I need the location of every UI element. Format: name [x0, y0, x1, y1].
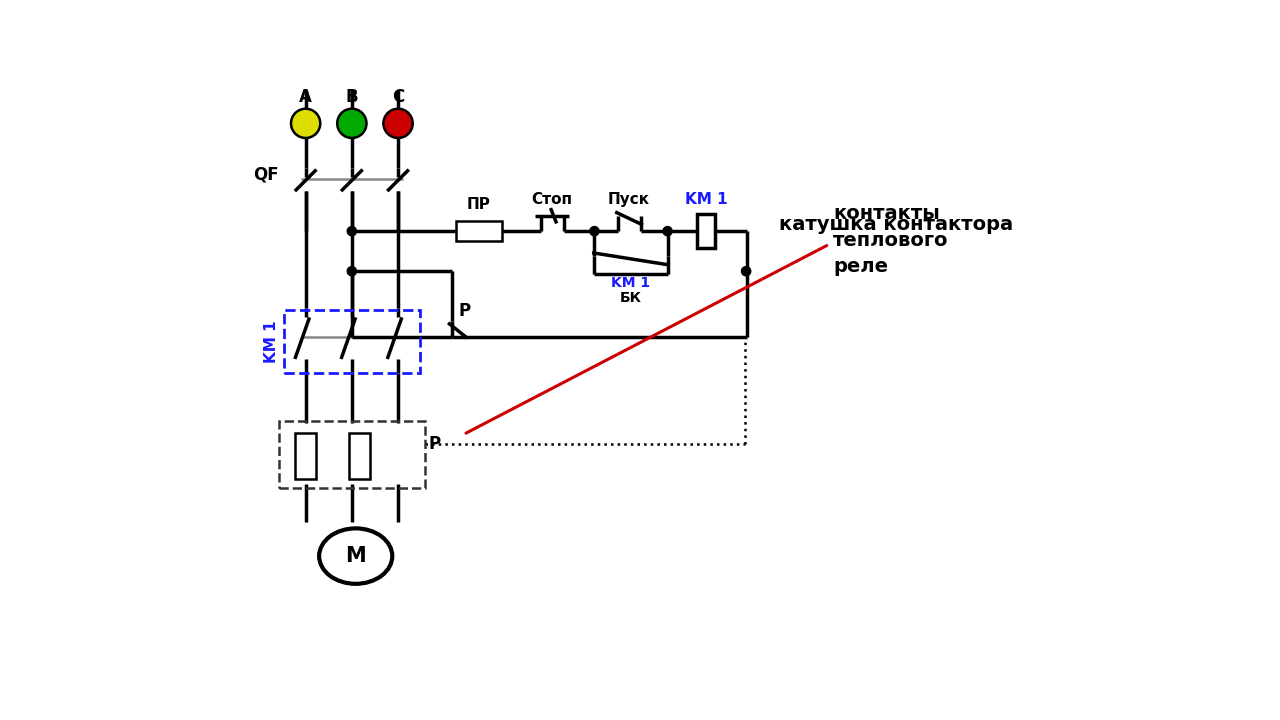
Bar: [294, 433, 316, 479]
Text: QF: QF: [253, 165, 279, 183]
Text: A: A: [300, 88, 312, 106]
Circle shape: [291, 109, 320, 138]
Text: Стоп: Стоп: [531, 192, 572, 207]
Text: ПР: ПР: [467, 197, 490, 212]
Text: контакты
теплового
реле: контакты теплового реле: [833, 204, 948, 276]
Text: C: C: [392, 88, 404, 106]
Ellipse shape: [319, 528, 392, 584]
Circle shape: [337, 109, 366, 138]
Text: катушка контактора: катушка контактора: [780, 215, 1014, 235]
Circle shape: [384, 109, 412, 138]
Bar: [696, 215, 716, 248]
Circle shape: [347, 227, 356, 235]
Text: KM 1: KM 1: [612, 276, 650, 290]
Text: БК: БК: [620, 291, 643, 305]
Text: Пуск: Пуск: [608, 192, 650, 207]
Circle shape: [590, 227, 599, 235]
Circle shape: [347, 266, 356, 276]
Bar: [348, 433, 370, 479]
Text: P: P: [429, 435, 442, 453]
Circle shape: [663, 227, 672, 235]
Bar: [456, 221, 502, 241]
Text: B: B: [346, 88, 358, 106]
Text: P: P: [458, 302, 470, 320]
Text: KM 1: KM 1: [685, 192, 727, 207]
Circle shape: [741, 266, 750, 276]
Text: M: M: [346, 546, 366, 566]
Text: KM 1: KM 1: [265, 320, 279, 363]
